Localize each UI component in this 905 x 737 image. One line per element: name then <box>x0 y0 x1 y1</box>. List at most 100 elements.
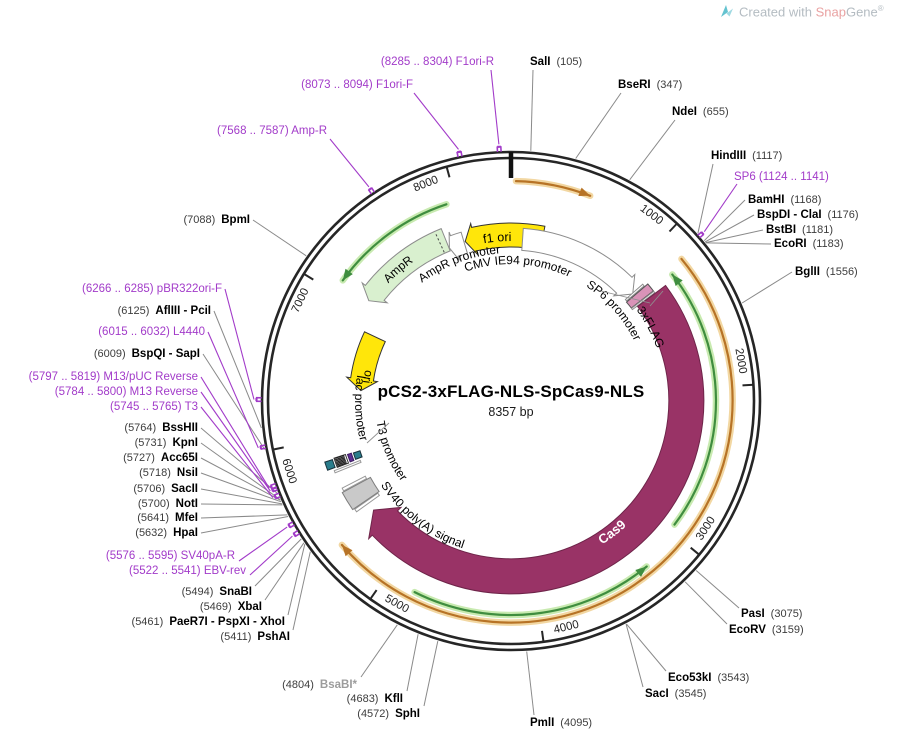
orf-arc-top-glow <box>512 177 594 200</box>
feature-sv40-sliver-a[interactable] <box>354 492 381 513</box>
enzyme-name: XbaI <box>237 601 262 613</box>
primer-line--5797-5819-M13-pUC-Reverse <box>200 376 270 489</box>
primer-label--5745-5765-T3[interactable]: (5745 .. 5765) T3 <box>109 401 198 413</box>
enzyme-label-KpnI[interactable]: (5731) KpnI <box>135 436 198 450</box>
enzyme-position: (7088) <box>183 214 216 226</box>
enzyme-position: (5718) <box>139 467 171 479</box>
primer-bracket-tick <box>292 529 299 535</box>
primer-bracket-tick <box>270 482 276 487</box>
enzyme-label-PmlI[interactable]: PmlI (4095) <box>530 716 592 730</box>
enzyme-label-SacII[interactable]: (5706) SacII <box>133 482 198 496</box>
primer-line--6266-6285-pBR322ori-F <box>224 288 255 400</box>
primer-bracket-tick <box>272 489 279 493</box>
primer-label--5797-5819-M13-pUC-Reverse[interactable]: (5797 .. 5819) M13/pUC Reverse <box>28 371 198 383</box>
callout-line-BstBI <box>705 229 764 244</box>
primer-line--8285-8304-F1ori-R <box>490 69 500 145</box>
primer-label--7568-7587-Amp-R[interactable]: (7568 .. 7587) Amp-R <box>217 125 327 137</box>
feature-ori[interactable] <box>345 331 386 392</box>
feature-mcs-purple-bar[interactable] <box>346 452 355 463</box>
primer-label--5576-5595-SV40pA-R[interactable]: (5576 .. 5595) SV40pA-R <box>105 550 235 562</box>
enzyme-label-Acc65I[interactable]: (5727) Acc65I <box>123 451 198 465</box>
feature-nls-sliver[interactable] <box>630 290 656 311</box>
feature-ampr[interactable] <box>361 227 451 304</box>
enzyme-label-NsiI[interactable]: (5718) NsiI <box>139 466 198 480</box>
feature-cas9-cds[interactable] <box>367 284 705 595</box>
enzyme-label-NotI[interactable]: (5700) NotI <box>138 497 198 511</box>
lac-promoter-label-text: lac promoter <box>352 375 371 443</box>
primer-label--5522-5541-EBV-rev[interactable]: (5522 .. 5541) EBV-rev <box>129 565 246 577</box>
enzyme-label-BssHII[interactable]: (5764) BssHII <box>124 421 198 435</box>
enzyme-label-MfeI[interactable]: (5641) MfeI <box>137 511 198 525</box>
enzyme-label-HpaI[interactable]: (5632) HpaI <box>135 526 198 540</box>
orf-arc-top-arrowhead <box>578 187 591 196</box>
callout-line-AflIII - PciI <box>213 310 262 429</box>
enzyme-label-BamHI[interactable]: BamHI (1168) <box>748 193 821 207</box>
callout-line-PmlI <box>526 651 535 716</box>
primer-label--8073-8094-F1ori-F[interactable]: (8073 .. 8094) F1ori-F <box>301 79 413 91</box>
enzyme-position: (4095) <box>560 717 593 729</box>
orf-arc-cas9-a[interactable] <box>671 273 718 526</box>
callout-line-BglII <box>741 271 793 304</box>
watermark-text: Created with SnapGene® <box>739 3 884 20</box>
enzyme-label-KflI[interactable]: (4683) KflI <box>347 692 403 706</box>
primer-label--6266-6285-pBR322ori-F[interactable]: (6266 .. 6285) pBR322ori-F <box>82 283 222 295</box>
transcript-arc-main[interactable] <box>340 257 734 624</box>
enzyme-label-BglII[interactable]: BglII (1556) <box>795 265 858 279</box>
feature-ampr-promoter[interactable] <box>448 231 469 261</box>
enzyme-label-SnaBI[interactable]: (5494) SnaBI <box>182 585 252 599</box>
enzyme-position: (5411) <box>220 631 252 643</box>
primer-label--5784-5800-M13-Reverse[interactable]: (5784 .. 5800) M13 Reverse <box>54 386 198 398</box>
callout-line-SacII <box>200 488 283 505</box>
feature-mcs-teal-inner[interactable] <box>352 450 363 461</box>
primer-bracket-tick <box>367 189 373 195</box>
enzyme-name: BpmI <box>221 214 250 226</box>
enzyme-name: Acc65I <box>160 452 198 464</box>
callout-line-SnaBI <box>254 538 302 587</box>
enzyme-position: (4572) <box>357 708 390 720</box>
mcs-stripe-1 <box>336 461 347 466</box>
feature-sv40-polya-signal[interactable] <box>341 476 380 511</box>
primer-label-SP6-1124-1141-[interactable]: SP6 (1124 .. 1141) <box>734 171 829 183</box>
primer-bracket-tick <box>456 151 459 158</box>
enzyme-label-PaeR7I - PspXI - XhoI[interactable]: (5461) PaeR7I - PspXI - XhoI <box>132 615 285 629</box>
callout-line-Eco53kI <box>626 623 667 672</box>
feature-sp6-promoter-feature[interactable] <box>624 283 645 302</box>
feature-mcs-sliver[interactable] <box>333 459 362 474</box>
callout-line-KflI <box>406 634 419 692</box>
primer-label--6015-6032-L4440[interactable]: (6015 .. 6032) L4440 <box>98 326 205 338</box>
enzyme-label-NdeI[interactable]: NdeI (655) <box>672 105 729 119</box>
orf-arc-ampr[interactable] <box>341 203 448 282</box>
enzyme-label-BseRI[interactable]: BseRI (347) <box>618 78 682 92</box>
enzyme-label-EcoRV[interactable]: EcoRV (3159) <box>729 623 804 637</box>
orf-arc-cas9-a-arrowhead <box>672 274 683 286</box>
enzyme-label-HindIII[interactable]: HindIII (1117) <box>711 149 782 163</box>
enzyme-label-SphI[interactable]: (4572) SphI <box>357 707 420 721</box>
enzyme-label-BpmI[interactable]: (7088) BpmI <box>183 213 250 227</box>
enzyme-label-XbaI[interactable]: (5469) XbaI <box>200 600 262 614</box>
orf-arc-cas9-b[interactable] <box>413 565 648 617</box>
enzyme-label-BstBI[interactable]: BstBI (1181) <box>766 223 833 237</box>
enzyme-label-BsaBI*[interactable]: (4804) BsaBI* <box>282 678 357 692</box>
callout-line-BamHI <box>703 199 746 242</box>
enzyme-position: (1117) <box>752 150 783 162</box>
enzyme-label-Eco53kI[interactable]: Eco53kI (3543) <box>668 671 749 685</box>
enzyme-label-EcoRI[interactable]: EcoRI (1183) <box>774 237 844 251</box>
enzyme-label-SacI[interactable]: SacI (3545) <box>645 687 706 701</box>
primer-label--8285-8304-F1ori-R[interactable]: (8285 .. 8304) F1ori-R <box>380 56 494 68</box>
enzyme-label-BspQI - SapI[interactable]: (6009) BspQI - SapI <box>94 347 200 361</box>
feature-sv40-sliver-b[interactable] <box>341 475 368 492</box>
enzyme-label-SalI[interactable]: SalI (105) <box>530 55 582 69</box>
tick-3000 <box>690 546 700 556</box>
tick-label-4000: 4000 <box>552 619 580 637</box>
enzyme-label-PshAI[interactable]: (5411) PshAI <box>220 630 290 644</box>
callout-line-PaeR7I - PspXI - XhoI <box>287 543 306 616</box>
enzyme-label-AflIII - PciI[interactable]: (6125) AflIII - PciI <box>118 304 211 318</box>
enzyme-label-PasI[interactable]: PasI (3075) <box>741 607 802 621</box>
callout-line-HindIII <box>697 163 714 234</box>
enzyme-label-BspDI - ClaI[interactable]: BspDI - ClaI (1176) <box>757 208 859 222</box>
enzyme-name: NsiI <box>176 467 198 479</box>
feature-mcs-teal-outer[interactable] <box>324 458 336 471</box>
primer-bracket-tick <box>370 187 376 193</box>
tick-label-2000: 2000 <box>732 347 748 374</box>
